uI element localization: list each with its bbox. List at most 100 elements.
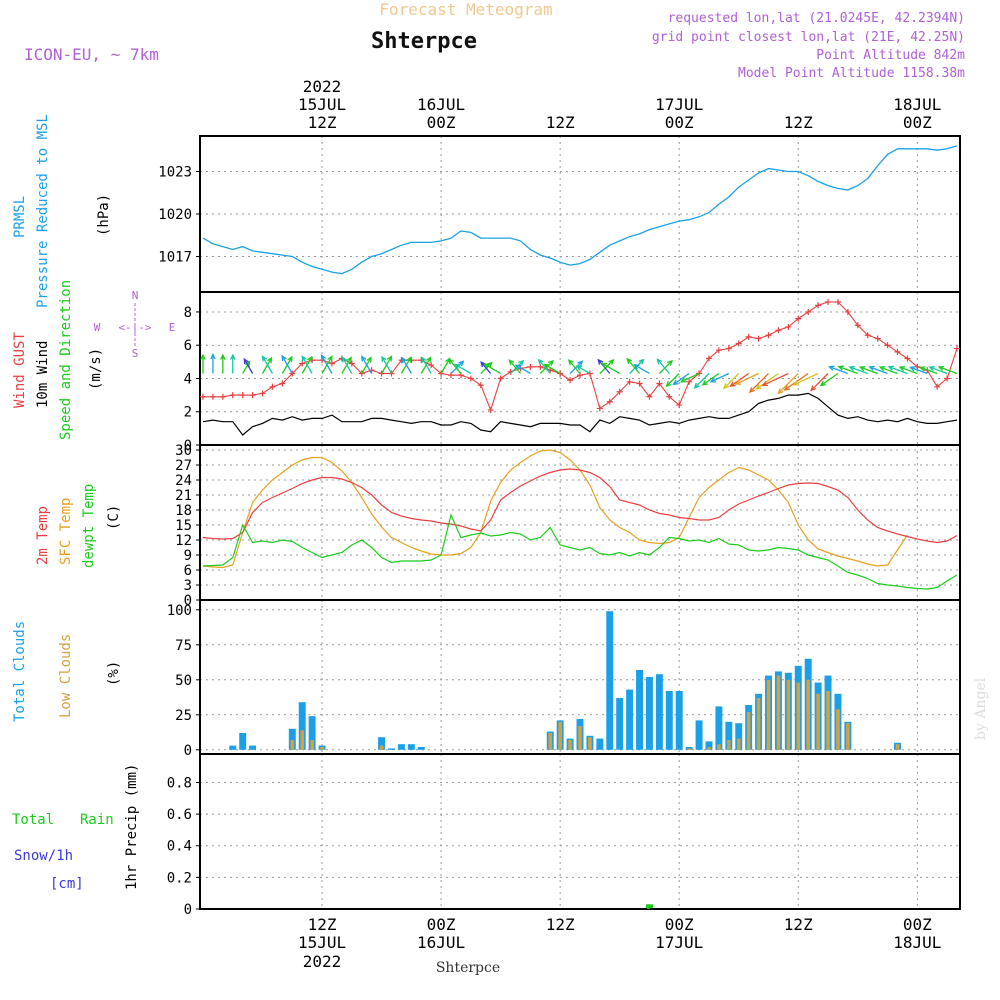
wind-direction-arrow — [626, 358, 641, 374]
wind-direction-arrow — [929, 366, 948, 375]
low-cloud-bar — [707, 747, 711, 750]
total-cloud-bar — [298, 702, 306, 750]
total-cloud-bar — [645, 677, 653, 750]
precip-tick-label: 0.4 — [167, 839, 192, 855]
gust-marker — [666, 393, 673, 400]
top-hour-label: 00Z — [903, 113, 932, 132]
top-hour-label: 00Z — [665, 113, 694, 132]
temp-tick-label: 0 — [184, 593, 192, 609]
gust-marker — [884, 342, 891, 349]
wind-arrow-head — [761, 381, 768, 387]
wind-direction-arrow — [342, 357, 353, 374]
wind-direction-arrow — [508, 359, 521, 374]
wind-arrow-head — [508, 359, 515, 366]
wind-tick-label: 0 — [184, 438, 192, 454]
compass-e: E — [169, 321, 176, 334]
wind-arrow-head — [672, 379, 679, 386]
wind-direction-arrow — [673, 372, 690, 385]
wind-direction-arrow — [810, 373, 829, 391]
wind-arrow-head — [266, 356, 273, 364]
rain-bar — [645, 904, 653, 909]
wind-arrow-head — [755, 384, 762, 390]
gust-marker — [259, 390, 266, 397]
wind-arrow-head — [693, 382, 700, 389]
total-cloud-bar — [308, 716, 316, 750]
wind-arrow-head — [679, 377, 687, 383]
gust-marker — [944, 375, 951, 382]
gust-marker — [467, 375, 474, 382]
temp-label-3: dewpt Temp — [81, 484, 97, 568]
dewpt-temp-line — [202, 513, 958, 590]
clouds-tick-label: 25 — [175, 708, 192, 724]
gust-marker — [745, 333, 752, 340]
wind-arrow-head — [597, 358, 604, 365]
gust-marker — [686, 378, 693, 385]
wind-direction-arrow — [401, 357, 412, 374]
wind-arrow-head — [220, 353, 226, 360]
wind-direction-arrow — [735, 372, 759, 385]
gust-marker — [775, 327, 782, 334]
temp-tick-label: 21 — [175, 488, 192, 504]
wind-direction-arrow — [361, 356, 373, 374]
wind-direction-arrow — [762, 372, 789, 386]
wind-direction-arrow — [730, 372, 750, 387]
compass-n: N — [132, 289, 139, 302]
total-cloud-bar — [626, 689, 634, 750]
bottom-hour-label: 00Z — [903, 915, 932, 934]
precip-label-rain: Rain — [80, 812, 114, 828]
wind-direction-arrow — [838, 365, 859, 375]
wind-direction-arrow — [920, 366, 938, 375]
precip-label-total: Total — [12, 812, 54, 828]
low-cloud-bar — [320, 747, 324, 750]
wind-arrow-head — [243, 357, 249, 365]
low-cloud-bar — [568, 740, 572, 750]
gust-marker — [825, 298, 832, 305]
gust-marker — [954, 345, 960, 352]
gust-marker — [934, 383, 941, 390]
temp-tick-label: 6 — [184, 563, 192, 579]
wind-arrow-head — [919, 366, 926, 372]
wind-arrow-head — [483, 363, 490, 369]
wind-arrow-head — [729, 381, 736, 387]
wind-direction-arrow — [421, 357, 432, 374]
wind-direction-arrow — [820, 372, 839, 386]
wind-arrow-head — [486, 361, 493, 368]
gust-marker — [705, 355, 712, 362]
low-cloud-bar — [290, 740, 295, 750]
wind-arrow-head — [638, 358, 645, 365]
wind-direction-arrow — [910, 366, 928, 375]
wind-arrow-head — [421, 356, 427, 363]
top-date-label: 17JUL — [655, 95, 703, 114]
total-cloud-bar — [229, 745, 237, 750]
total-cloud-bar — [417, 747, 425, 750]
wind-arrow-head — [777, 388, 784, 395]
total-cloud-bar — [407, 744, 415, 750]
compass-arrows: <-|-> — [118, 321, 151, 334]
total-cloud-bar — [725, 721, 733, 750]
total-cloud-bar — [378, 737, 386, 750]
gust-marker — [438, 370, 445, 377]
pressure-tick-label: 1023 — [158, 164, 192, 180]
gust-marker — [348, 360, 355, 367]
wind-arrow-head — [454, 363, 461, 370]
precip-label-snow: Snow/1h — [14, 848, 73, 864]
wind-arrow-head — [327, 355, 333, 362]
low-cloud-bar — [588, 737, 592, 750]
wind-arrow-head — [909, 366, 916, 372]
low-cloud-bar — [776, 675, 781, 750]
gust-marker — [795, 315, 802, 322]
gust-marker — [269, 383, 276, 390]
low-cloud-bar — [379, 745, 384, 750]
wind-arrow-head — [701, 380, 708, 386]
low-cloud-bar — [766, 679, 771, 750]
wind-arrow-head — [261, 355, 268, 362]
wind-arrow-head — [937, 365, 945, 372]
total-cloud-bar — [655, 674, 663, 750]
low-cloud-bar — [746, 712, 751, 750]
bottom-hour-label: 00Z — [665, 915, 694, 934]
gust-marker — [209, 393, 216, 400]
wind-direction-arrow — [448, 358, 462, 374]
